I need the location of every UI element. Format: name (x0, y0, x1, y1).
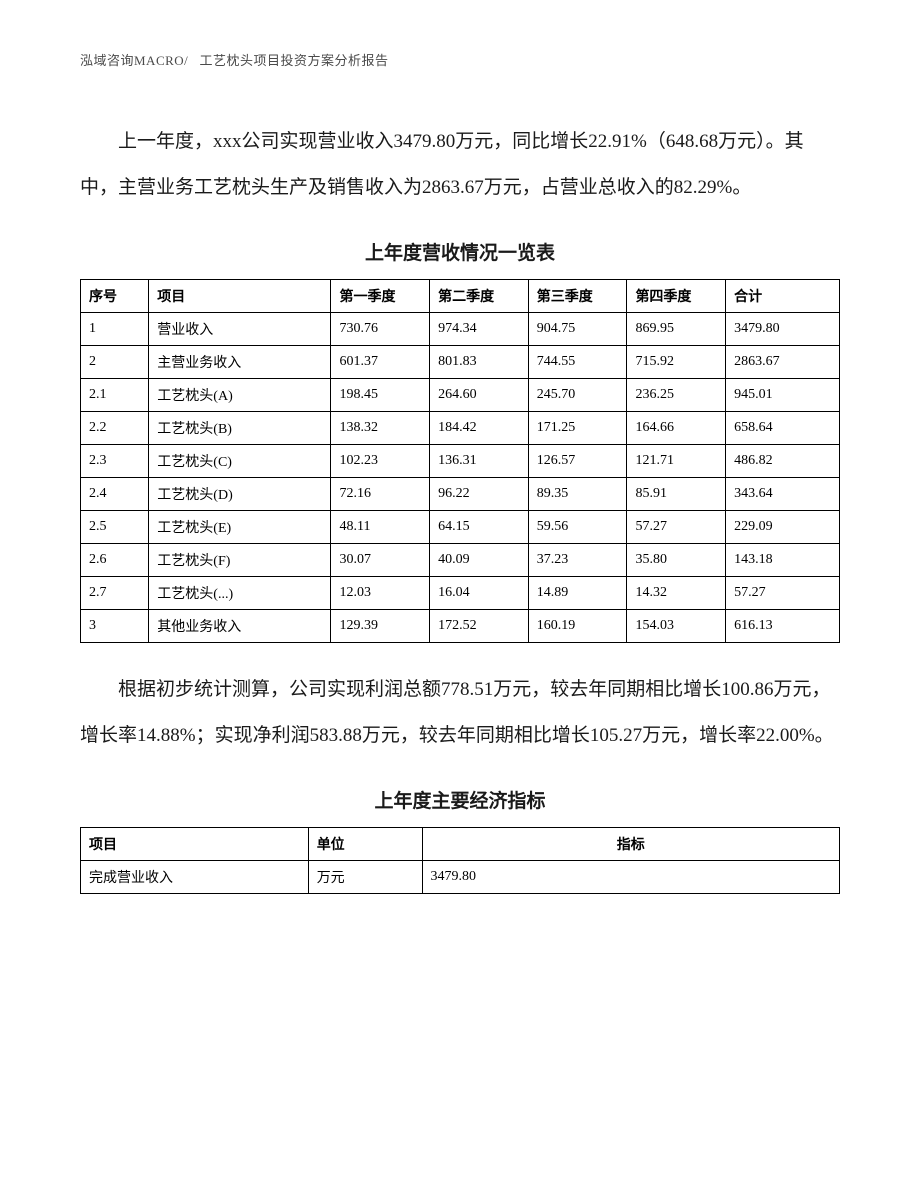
table-row: 2.6工艺枕头(F)30.0740.0937.2335.80143.18 (81, 544, 840, 577)
col-q2: 第二季度 (430, 280, 529, 313)
col-item: 项目 (149, 280, 331, 313)
table1-title: 上年度营收情况一览表 (80, 238, 840, 265)
table2-body: 完成营业收入 万元 3479.80 (81, 861, 840, 894)
col-unit: 单位 (308, 828, 422, 861)
table-row: 2.3工艺枕头(C)102.23136.31126.57121.71486.82 (81, 445, 840, 478)
page-header: 泓域咨询MACRO/ 工艺枕头项目投资方案分析报告 (80, 50, 840, 69)
table1-body: 1营业收入730.76974.34904.75869.953479.80 2主营… (81, 313, 840, 643)
col-total: 合计 (726, 280, 840, 313)
header-right: 工艺枕头项目投资方案分析报告 (200, 53, 389, 68)
table-row: 3其他业务收入129.39172.52160.19154.03616.13 (81, 610, 840, 643)
table-row: 2.7工艺枕头(...)12.0316.0414.8914.3257.27 (81, 577, 840, 610)
paragraph-2: 根据初步统计测算，公司实现利润总额778.51万元，较去年同期相比增长100.8… (80, 667, 840, 758)
col-q4: 第四季度 (627, 280, 726, 313)
table-row: 2主营业务收入601.37801.83744.55715.922863.67 (81, 346, 840, 379)
table-row: 2.2工艺枕头(B)138.32184.42171.25164.66658.64 (81, 412, 840, 445)
table-row: 2.4工艺枕头(D)72.1696.2289.3585.91343.64 (81, 478, 840, 511)
indicator-table: 项目 单位 指标 完成营业收入 万元 3479.80 (80, 827, 840, 894)
col-q1: 第一季度 (331, 280, 430, 313)
table-header-row: 序号 项目 第一季度 第二季度 第三季度 第四季度 合计 (81, 280, 840, 313)
table-header-row: 项目 单位 指标 (81, 828, 840, 861)
table2-title: 上年度主要经济指标 (80, 786, 840, 813)
table-row: 2.1工艺枕头(A)198.45264.60245.70236.25945.01 (81, 379, 840, 412)
paragraph-1: 上一年度，xxx公司实现营业收入3479.80万元，同比增长22.91%（648… (80, 119, 840, 210)
table-row: 1营业收入730.76974.34904.75869.953479.80 (81, 313, 840, 346)
table-row: 2.5工艺枕头(E)48.1164.1559.5657.27229.09 (81, 511, 840, 544)
revenue-table: 序号 项目 第一季度 第二季度 第三季度 第四季度 合计 1营业收入730.76… (80, 279, 840, 643)
header-left: 泓域咨询MACRO/ (80, 53, 188, 68)
col-indicator: 指标 (422, 828, 839, 861)
col-project: 项目 (81, 828, 309, 861)
table-row: 完成营业收入 万元 3479.80 (81, 861, 840, 894)
col-seq: 序号 (81, 280, 149, 313)
col-q3: 第三季度 (528, 280, 627, 313)
